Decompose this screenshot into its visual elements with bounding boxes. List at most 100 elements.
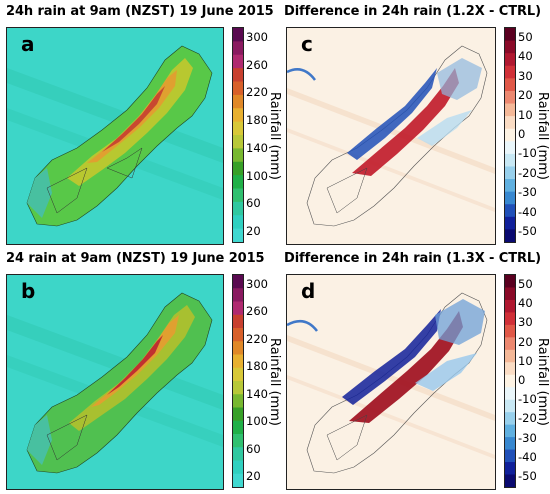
colorbar-tick-label: -20 [518,411,537,426]
colorbar-swatch [505,166,515,180]
panel-d-map-svg [287,275,495,489]
colorbar-swatch [505,287,515,301]
colorbar-swatch [233,460,243,475]
panel-b-rainfall-map: b [6,274,224,490]
colorbar-tick-label: 140 [246,386,268,401]
colorbar-swatch [233,41,243,56]
colorbar-swatch [233,381,243,395]
colorbar-tick-label: -50 [518,224,537,238]
panel-a-map-svg [7,28,223,244]
colorbar-swatch [233,275,243,289]
colorbar-tick-label: 0 [518,127,526,141]
colorbar-swatch [233,81,243,96]
colorbar-swatch [505,399,515,413]
colorbar-tick-label: 40 [518,49,533,64]
panel-a-label: a [21,32,35,56]
colorbar-tick-label: 220 [246,331,268,346]
colorbar-swatch [233,288,243,303]
colorbar-swatch [233,94,243,109]
colorbar-swatch [233,121,243,136]
colorbar-tick-label: -10 [518,392,537,407]
panel-b-title: 24 rain at 9am (NZST) 19 June 2015 [6,251,265,266]
colorbar-swatch [233,135,243,149]
colorbar-swatch [233,354,243,369]
colorbar-swatch [233,188,243,203]
panel-a-colorbar-svg [233,28,243,243]
colorbar-swatch [505,349,515,363]
colorbar-tick-label: 300 [246,277,268,291]
colorbar-swatch [233,301,243,316]
colorbar-tick-label: 180 [246,113,268,128]
colorbar-tick-label: -30 [518,430,537,445]
colorbar-swatch [505,191,515,205]
panel-a-colorbar-label: Rainfall (mm) [267,92,282,180]
colorbar-swatch [505,141,515,155]
panel-d-label: d [301,279,316,303]
colorbar-tick-label: -30 [518,185,537,200]
colorbar-tick-label: 40 [518,296,533,311]
colorbar-swatch [233,328,243,342]
panel-b-colorbar-ticks: 300 260 220 180 140 100 60 20 [246,274,270,486]
colorbar-swatch [233,148,243,163]
panel-a-colorbar-ticks: 300 260 220 180 140 100 60 20 [246,27,270,241]
colorbar-tick-label: 100 [246,168,268,183]
panel-c-map-svg [287,28,495,244]
panel-b-colorbar-svg [233,275,243,488]
colorbar-swatch [233,407,243,422]
panel-d-difference-map: d [286,274,496,490]
colorbar-tick-label: 260 [246,304,268,319]
colorbar-swatch [505,78,515,92]
colorbar-swatch [505,474,515,488]
panel-c-difference-map: c [286,27,496,245]
colorbar-tick-label: 60 [246,441,261,456]
colorbar-tick-label: 220 [246,85,268,100]
colorbar-tick-label: -50 [518,469,537,483]
colorbar-swatch [505,28,515,42]
colorbar-swatch [505,179,515,193]
panel-a-title: 24h rain at 9am (NZST) 19 June 2015 [6,4,274,19]
colorbar-swatch [233,108,243,123]
panel-b-colorbar-label: Rainfall (mm) [267,338,282,426]
colorbar-swatch [505,116,515,130]
colorbar-swatch [505,275,515,289]
panel-d-colorbar-svg [505,275,515,488]
colorbar-swatch [233,228,243,243]
colorbar-tick-label: 30 [518,68,533,83]
colorbar-tick-label: -40 [518,449,537,464]
colorbar-swatch [505,216,515,231]
colorbar-swatch [505,374,515,388]
colorbar-swatch [505,387,515,401]
panel-c-colorbar-svg [505,28,515,243]
colorbar-tick-label: 20 [518,88,533,103]
colorbar-tick-label: 50 [518,277,533,291]
colorbar-tick-label: 300 [246,30,268,44]
colorbar-swatch [505,128,515,142]
panel-c-colorbar-label: Rainfall (mm) [535,92,550,180]
colorbar-tick-label: 0 [518,373,526,387]
panel-d-colorbar-label: Rainfall (mm) [535,338,550,426]
panel-c-label: c [301,32,313,56]
panel-c-colorbar [504,27,516,243]
colorbar-swatch [505,412,515,426]
colorbar-swatch [505,103,515,117]
colorbar-swatch [233,314,243,329]
colorbar-swatch [505,229,515,243]
colorbar-swatch [505,449,515,463]
colorbar-tick-label: 100 [246,414,268,429]
colorbar-swatch [233,54,243,69]
colorbar-tick-label: 20 [246,224,261,238]
colorbar-tick-label: -10 [518,146,537,161]
colorbar-swatch [505,462,515,476]
colorbar-swatch [233,215,243,230]
colorbar-swatch [233,341,243,356]
colorbar-swatch [233,28,243,42]
colorbar-tick-label: 10 [518,107,533,122]
colorbar-swatch [505,299,515,314]
colorbar-tick-label: 180 [246,359,268,374]
colorbar-swatch [505,65,515,79]
colorbar-swatch [233,367,243,382]
panel-d-title: Difference in 24h rain (1.3X - CTRL) [284,251,541,266]
colorbar-tick-label: 10 [518,353,533,368]
colorbar-swatch [233,68,243,83]
colorbar-swatch [505,337,515,351]
